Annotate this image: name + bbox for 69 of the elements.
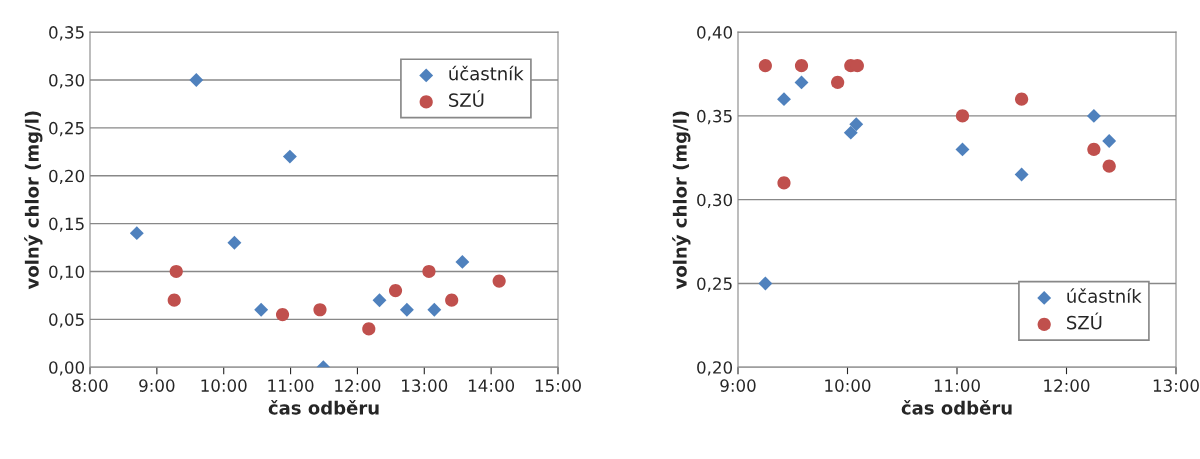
x-tick-label: 15:00: [535, 379, 581, 392]
point: [849, 117, 864, 132]
point: [794, 75, 809, 90]
point: [831, 75, 845, 89]
legend-label: SZÚ: [1067, 312, 1102, 330]
point: [275, 307, 290, 322]
point: [313, 303, 327, 317]
y-axis-title: volný chlor (mg/l): [24, 111, 43, 290]
point: [1086, 108, 1101, 123]
y-tick-label: 0,10: [49, 265, 85, 280]
y-tick-label: 0,25: [697, 277, 732, 292]
point: [1102, 159, 1116, 173]
y-tick-label: 0,25: [49, 121, 84, 137]
y-tick-label: 0,00: [49, 361, 85, 376]
point: [282, 149, 297, 164]
point: [777, 92, 791, 107]
point: [758, 59, 772, 73]
legend-label: SZÚ: [449, 89, 484, 107]
x-tick-label: 10:00: [201, 379, 247, 392]
point: [492, 274, 506, 288]
x-tick-label: 8:00: [72, 379, 108, 392]
point: [129, 226, 144, 241]
point: [758, 276, 773, 291]
point: [1015, 92, 1029, 106]
x-tick-label: 9:00: [139, 379, 175, 392]
x-tick-label: 9:00: [720, 379, 756, 392]
x-tick-label: 13:00: [402, 379, 448, 392]
point: [455, 254, 470, 269]
x-tick-label: 12:00: [335, 379, 381, 392]
point: [189, 73, 204, 87]
point: [169, 264, 183, 279]
x-tick-label: 11:00: [934, 379, 980, 392]
point: [167, 293, 181, 307]
x-tick-label: 13:00: [1153, 379, 1199, 392]
y-tick-label: 0,40: [697, 26, 733, 41]
point: [955, 109, 970, 123]
x-axis-title: čas odběru: [268, 399, 379, 415]
point: [843, 125, 858, 140]
y-tick-label: 0,20: [49, 169, 85, 184]
point: [422, 264, 436, 279]
point: [227, 235, 242, 250]
legend-label: účastník: [1067, 288, 1142, 303]
y-tick-label: 0,30: [49, 73, 85, 89]
point: [372, 293, 387, 308]
y-tick-label: 0,05: [49, 313, 84, 328]
point: [399, 302, 414, 317]
point: [388, 284, 403, 298]
y-tick-label: 0,20: [697, 361, 733, 376]
y-tick-label: 0,15: [49, 217, 84, 232]
point: [254, 302, 269, 317]
y-tick-label: 0,30: [697, 193, 733, 208]
y-tick-label: 0,35: [49, 26, 84, 41]
y-tick-label: 0,35: [697, 109, 732, 125]
point: [794, 59, 809, 73]
x-tick-label: 10:00: [825, 379, 871, 392]
point: [777, 176, 791, 190]
point: [955, 142, 970, 157]
point: [1087, 142, 1101, 156]
x-tick-label: 11:00: [268, 379, 314, 392]
x-tick-label: 12:00: [1044, 379, 1090, 392]
point: [445, 293, 459, 307]
x-tick-label: 14:00: [468, 379, 515, 392]
point: [362, 322, 376, 336]
legend-label: účastník: [449, 65, 524, 81]
point: [1014, 167, 1029, 182]
point: [1102, 134, 1117, 148]
x-axis-title: čas odběru: [901, 399, 1012, 415]
y-axis-title: volný chlor (mg/l): [672, 111, 691, 290]
point: [427, 302, 442, 317]
